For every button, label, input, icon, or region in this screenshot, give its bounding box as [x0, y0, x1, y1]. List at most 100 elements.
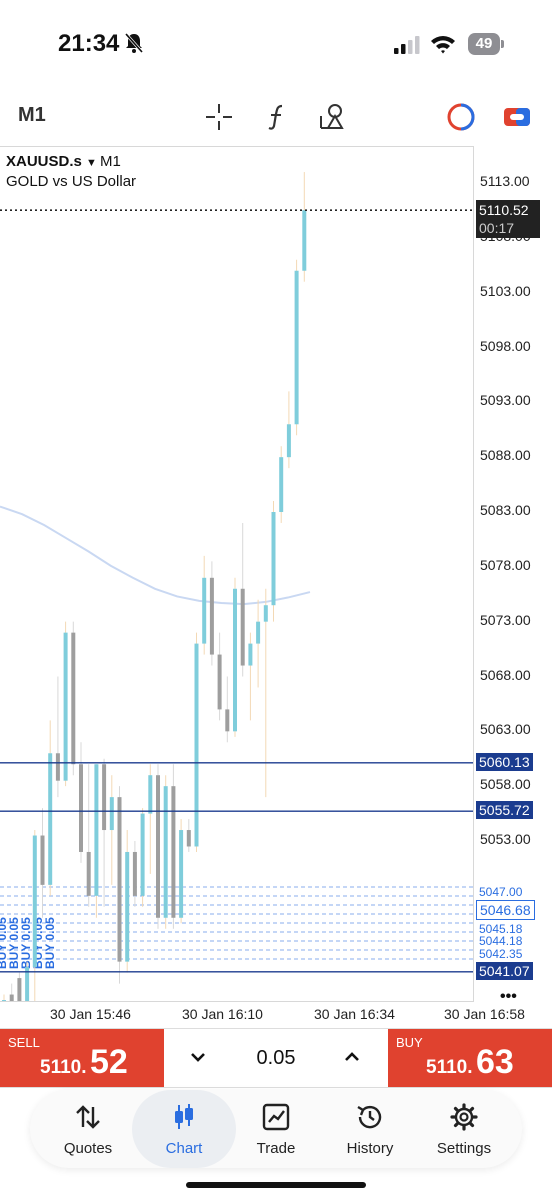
level-price-tag: 5060.13 — [476, 752, 533, 771]
candle-body — [186, 830, 191, 847]
home-indicator — [186, 1182, 366, 1188]
chevron-down-icon[interactable] — [186, 1045, 210, 1069]
candle-body — [109, 797, 114, 831]
nav-trade-label: Trade — [256, 1140, 296, 1157]
bell-slash-icon — [124, 33, 144, 53]
candle-body — [125, 851, 130, 962]
time-tick: 30 Jan 16:34 — [314, 1006, 395, 1022]
sell-label: SELL — [8, 1035, 40, 1050]
candle-body — [294, 270, 299, 425]
sell-price-main: 5110. — [40, 1057, 87, 1078]
chart-area[interactable]: BUY 0.05 BUY 0.05 BUY 0.05 BUY 0.05 BUY 0.05… — [0, 146, 474, 1002]
candle-body — [263, 605, 268, 622]
candle-body — [202, 577, 207, 644]
symbol-name[interactable]: XAUUSD.s — [6, 153, 82, 170]
candle-body — [32, 835, 37, 968]
nav-history-label: History — [346, 1140, 394, 1157]
drawing-tools-icon[interactable] — [318, 102, 348, 132]
battery-icon: 49 — [468, 33, 504, 55]
nav-history[interactable]: History — [322, 1090, 418, 1168]
candle-body — [194, 643, 199, 847]
nav-chart-label: Chart — [165, 1140, 203, 1157]
candle-body — [71, 632, 76, 765]
symbol-description: GOLD vs US Dollar — [6, 173, 137, 190]
sell-price-pips: 52 — [90, 1043, 128, 1081]
axis-extra-label: 5045.18 — [479, 922, 523, 936]
nav-settings-label: Settings — [436, 1140, 492, 1157]
time-tick: 30 Jan 15:46 — [50, 1006, 131, 1022]
candle-body — [302, 210, 307, 271]
buy-price-pips: 63 — [476, 1043, 514, 1081]
candle-body — [86, 851, 91, 896]
current-price-tag: 5110.52 00:17 — [476, 200, 540, 239]
nav-settings[interactable]: Settings — [416, 1090, 512, 1168]
buy-label: BUY — [396, 1035, 423, 1050]
candle-body — [248, 643, 253, 666]
nav-trade[interactable]: Trade — [228, 1090, 324, 1168]
candle-body — [9, 994, 14, 1001]
candle-body — [148, 775, 153, 814]
candle-body — [117, 797, 122, 962]
candle-body — [271, 512, 276, 606]
trade-panel-icon[interactable] — [502, 102, 532, 132]
nav-chart[interactable]: Chart — [132, 1090, 236, 1168]
indicators-icon[interactable] — [262, 102, 292, 132]
moving-average-line — [0, 505, 311, 606]
candle-body — [217, 654, 222, 710]
crosshair-icon[interactable] — [204, 102, 234, 132]
lot-size-value[interactable]: 0.05 — [256, 1047, 296, 1069]
lot-size-control: 0.05 — [164, 1029, 388, 1087]
nav-quotes-label: Quotes — [63, 1140, 113, 1157]
time-tick: 30 Jan 16:58 — [444, 1006, 525, 1022]
status-time: 21:34 — [58, 30, 120, 57]
candle-body — [256, 621, 261, 644]
more-options-icon[interactable]: ••• — [500, 988, 517, 1005]
level-price-tag: 5041.07 — [476, 961, 533, 980]
candle-body — [25, 967, 30, 1001]
trade-bar: SELL 5110. 52 0.05 BUY 5110. 63 — [0, 1028, 552, 1088]
timeframe-button[interactable]: M1 — [18, 104, 46, 126]
candle-body — [2, 1000, 6, 1001]
candle-body — [179, 830, 184, 918]
price-tick: 5063.00 — [480, 721, 531, 738]
swap-vertical-icon — [76, 1105, 100, 1129]
sell-button[interactable]: SELL 5110. 52 — [0, 1029, 164, 1087]
price-tick: 5093.00 — [480, 392, 531, 409]
one-click-trading-icon[interactable] — [446, 102, 476, 132]
price-tick: 5073.00 — [480, 611, 531, 628]
price-axis: 5113.005108.005103.005098.005093.005088.… — [474, 146, 552, 1005]
pending-order-label: BUY 0.05 — [19, 917, 33, 969]
nav-quotes[interactable]: Quotes — [40, 1090, 136, 1168]
chevron-up-icon[interactable] — [340, 1045, 364, 1069]
axis-extra-label: 5047.00 — [479, 885, 523, 899]
candle-body — [240, 588, 245, 666]
candle-countdown: 00:17 — [479, 220, 515, 237]
chart-toolbar: M1 — [0, 90, 552, 142]
symbol-dropdown-icon[interactable]: ▼ — [86, 157, 100, 169]
candle-body — [63, 632, 68, 781]
buy-button[interactable]: BUY 5110. 63 — [388, 1029, 552, 1087]
level-price-tag: 5046.68 — [476, 900, 535, 921]
candle-body — [209, 577, 214, 655]
price-tick: 5053.00 — [480, 831, 531, 847]
time-axis: 30 Jan 15:46 30 Jan 16:10 30 Jan 16:34 3… — [0, 1002, 552, 1028]
level-price-tag: 5055.72 — [476, 801, 533, 820]
status-bar: 21:34 49 — [0, 0, 552, 80]
candle-body — [156, 775, 160, 918]
axis-extra-label: 5042.35 — [479, 947, 523, 961]
symbol-timeframe: M1 — [99, 153, 121, 170]
price-tick: 5058.00 — [480, 776, 531, 793]
gear-icon — [450, 1103, 478, 1131]
candle-body — [17, 978, 22, 1001]
price-tick: 5088.00 — [480, 447, 531, 464]
wifi-icon — [431, 36, 455, 54]
candle-body — [163, 786, 168, 918]
bottom-navigation: Quotes Chart Trade History — [30, 1090, 522, 1168]
pending-order-label: BUY 0.05 — [43, 917, 57, 969]
price-tick: 5113.00 — [480, 173, 530, 189]
candle-body — [40, 835, 45, 885]
candle-body — [55, 753, 60, 781]
price-tick: 5068.00 — [480, 666, 531, 683]
price-tick: 5103.00 — [480, 282, 531, 299]
